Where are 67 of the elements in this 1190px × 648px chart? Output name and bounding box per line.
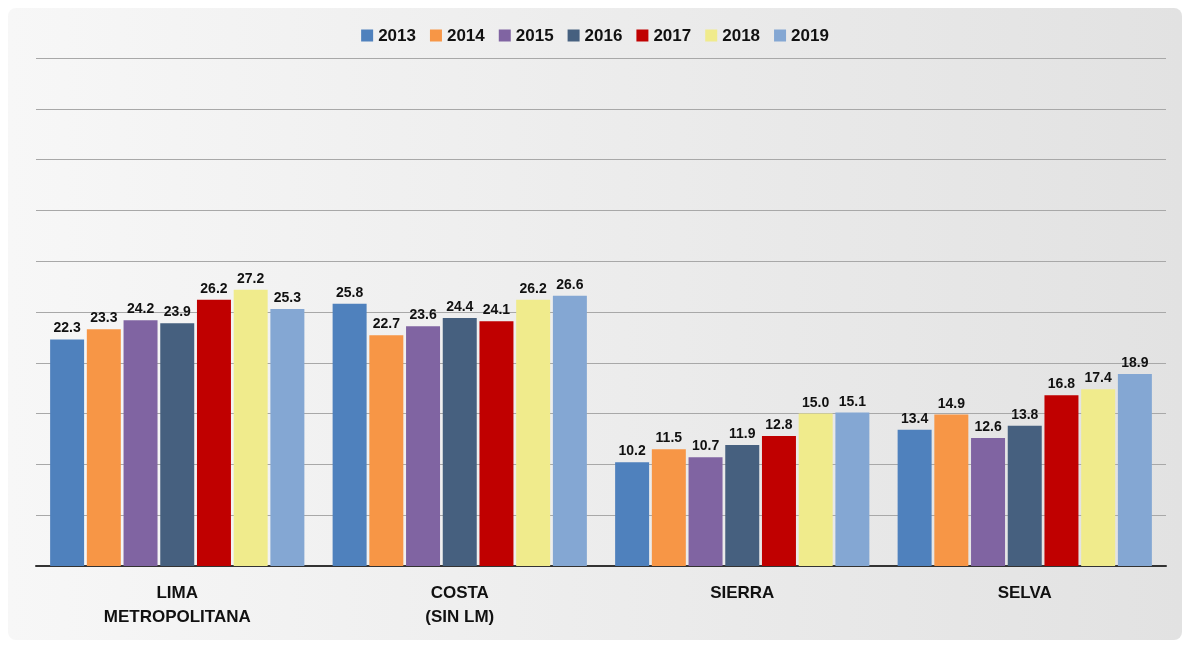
bar xyxy=(50,339,85,566)
data-label: 17.4 xyxy=(1084,369,1113,386)
bar xyxy=(270,308,305,566)
bar xyxy=(86,329,121,566)
x-tick-label: SIERRA xyxy=(710,582,775,602)
data-label: 25.3 xyxy=(273,288,302,305)
bar xyxy=(934,414,969,566)
data-label: 23.3 xyxy=(90,309,118,326)
bar xyxy=(552,295,587,566)
bar xyxy=(516,299,551,566)
data-label: 24.1 xyxy=(482,301,511,318)
bar xyxy=(761,435,796,566)
data-label: 26.6 xyxy=(556,275,584,292)
bar xyxy=(442,318,477,566)
x-tick-label: SELVA xyxy=(997,582,1052,602)
legend-label: 2017 xyxy=(653,26,692,45)
legend-label: 2018 xyxy=(722,26,761,45)
bar xyxy=(123,320,158,566)
bar xyxy=(725,445,760,566)
data-label: 18.9 xyxy=(1121,353,1149,370)
data-label: 23.9 xyxy=(163,303,192,320)
data-label: 11.5 xyxy=(655,429,683,446)
data-label: 13.8 xyxy=(1011,405,1039,422)
data-label: 24.4 xyxy=(446,298,474,315)
bar xyxy=(798,413,833,566)
bar xyxy=(835,412,870,566)
bar xyxy=(233,289,268,566)
data-label: 12.8 xyxy=(765,415,793,432)
bar xyxy=(160,323,195,566)
bar xyxy=(406,326,441,566)
bar xyxy=(651,449,686,566)
data-label: 12.6 xyxy=(974,417,1002,434)
data-label: 14.9 xyxy=(937,394,966,411)
bar xyxy=(196,299,231,566)
bar xyxy=(1044,395,1079,566)
data-label: 26.2 xyxy=(200,279,228,296)
data-label: 27.2 xyxy=(237,269,265,286)
bar xyxy=(1081,389,1116,566)
data-label: 22.7 xyxy=(372,315,401,332)
data-label: 13.4 xyxy=(901,409,929,426)
bar xyxy=(369,335,404,566)
data-label: 11.9 xyxy=(729,425,756,442)
legend-label: 2014 xyxy=(446,26,486,45)
bar xyxy=(1007,425,1042,566)
data-label: 26.2 xyxy=(519,279,548,296)
x-tick-label: LIMA METROPOLITANA xyxy=(103,582,251,626)
bar xyxy=(1117,373,1152,566)
data-label: 22.3 xyxy=(53,319,81,336)
data-label: 10.7 xyxy=(691,437,720,454)
bar xyxy=(688,457,723,566)
data-label: 23.6 xyxy=(409,306,437,323)
legend-label: 2013 xyxy=(378,26,416,45)
bar xyxy=(897,429,932,566)
bar xyxy=(479,321,514,566)
data-label: 10.2 xyxy=(618,442,646,459)
bar xyxy=(615,462,650,566)
data-label: 25.8 xyxy=(336,283,364,300)
legend-label: 2019 xyxy=(791,26,829,45)
data-label: 16.8 xyxy=(1047,375,1076,392)
legend-label: 2015 xyxy=(515,26,554,45)
data-label: 15.1 xyxy=(838,392,867,409)
bar xyxy=(332,303,367,566)
x-tick-label: COSTA (SIN LM) xyxy=(425,582,495,626)
legend-label: 2016 xyxy=(584,26,623,45)
data-label: 15.0 xyxy=(802,393,830,410)
bar xyxy=(971,437,1006,566)
data-label: 24.2 xyxy=(126,300,155,317)
